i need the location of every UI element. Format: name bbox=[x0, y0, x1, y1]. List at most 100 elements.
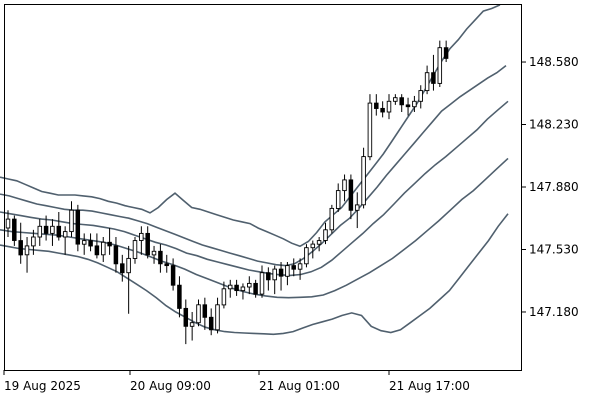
candle-49 bbox=[310, 240, 316, 259]
candle-body-bear bbox=[278, 268, 284, 277]
candle-36 bbox=[227, 279, 233, 298]
candle-body-bear bbox=[164, 263, 169, 267]
candle-48 bbox=[304, 244, 309, 268]
candle-body-bull bbox=[132, 240, 138, 259]
candle-69 bbox=[437, 40, 443, 88]
x-tick-label-2: 20 Aug 09:00 bbox=[130, 379, 211, 393]
y-tick-label-2: 148.230 bbox=[529, 118, 579, 132]
candle-body-bear bbox=[18, 240, 23, 256]
candle-42 bbox=[266, 267, 271, 291]
candle-33 bbox=[208, 308, 214, 336]
candle-body-bull bbox=[247, 282, 252, 288]
candle-body-bear bbox=[405, 104, 411, 108]
candle-54 bbox=[342, 174, 347, 202]
candle-14 bbox=[88, 233, 93, 252]
candle-7 bbox=[43, 215, 49, 241]
y-tick-label-4: 147.530 bbox=[529, 242, 579, 256]
candle-26 bbox=[164, 254, 169, 273]
candle-body-bull bbox=[367, 102, 373, 158]
candle-body-bear bbox=[380, 107, 385, 113]
candle-body-bull bbox=[272, 268, 277, 281]
candle-body-bull bbox=[24, 245, 30, 256]
candle-body-bull bbox=[297, 263, 303, 270]
candle-body-bull bbox=[259, 272, 265, 295]
candle-56 bbox=[354, 192, 360, 229]
candle-64 bbox=[405, 97, 411, 116]
candle-body-bull bbox=[139, 232, 144, 241]
candle-body-bear bbox=[183, 307, 189, 327]
band-line-1 bbox=[0, 4, 501, 248]
candle-body-bull bbox=[189, 322, 195, 327]
candle-body-bull bbox=[285, 265, 290, 277]
candle-body-bear bbox=[94, 245, 100, 256]
candle-11 bbox=[69, 201, 74, 237]
candle-45 bbox=[285, 261, 290, 286]
candle-21 bbox=[132, 236, 138, 264]
candle-body-bull bbox=[304, 247, 309, 265]
candle-body-bull bbox=[240, 286, 246, 292]
candle-40 bbox=[253, 279, 258, 298]
candle-body-bull bbox=[386, 100, 392, 113]
candle-4 bbox=[24, 236, 30, 273]
candle-body-bull bbox=[329, 207, 335, 231]
candle-body-bear bbox=[202, 304, 208, 318]
candle-body-bear bbox=[113, 245, 119, 265]
x-tick-label-4: 21 Aug 17:00 bbox=[389, 379, 470, 393]
candle-body-bull bbox=[69, 209, 74, 233]
candle-5 bbox=[31, 229, 36, 255]
candle-27 bbox=[170, 258, 176, 291]
candle-20 bbox=[126, 245, 131, 314]
candle-body-bull bbox=[361, 156, 366, 206]
candle-12 bbox=[75, 204, 81, 252]
band-line-5 bbox=[0, 213, 509, 336]
x-tick-label-3: 21 Aug 01:00 bbox=[259, 379, 340, 393]
candle-body-bull bbox=[62, 231, 68, 238]
candle-body-bull bbox=[335, 190, 341, 209]
candle-body-bear bbox=[374, 102, 379, 109]
candle-body-bear bbox=[12, 218, 17, 241]
candle-body-bear bbox=[348, 179, 354, 211]
candle-52 bbox=[329, 204, 335, 234]
candle-10 bbox=[62, 226, 68, 255]
candle-body-bear bbox=[170, 265, 176, 286]
candle-70 bbox=[443, 40, 449, 63]
candle-41 bbox=[259, 265, 265, 298]
candle-55 bbox=[348, 174, 354, 220]
candle-body-bear bbox=[158, 250, 163, 265]
candle-body-bear bbox=[234, 284, 239, 292]
candle-body-bear bbox=[443, 47, 449, 59]
candle-body-bear bbox=[399, 97, 404, 106]
candle-body-bear bbox=[208, 316, 214, 331]
candle-46 bbox=[291, 258, 296, 277]
y-axis: 148.580 148.230 147.880 147.530 147.180 bbox=[521, 55, 579, 319]
candle-53 bbox=[335, 183, 341, 212]
candle-65 bbox=[412, 95, 417, 113]
candle-body-bull bbox=[418, 90, 423, 102]
candle-body-bear bbox=[266, 272, 271, 281]
candle-23 bbox=[145, 226, 150, 259]
candle-62 bbox=[393, 94, 398, 105]
candle-body-bear bbox=[177, 284, 182, 309]
candle-body-bear bbox=[75, 209, 81, 245]
y-tick-label-3: 147.880 bbox=[529, 180, 579, 194]
candle-body-bear bbox=[145, 232, 150, 256]
candle-body-bull bbox=[37, 225, 43, 238]
candle-body-bear bbox=[56, 225, 62, 238]
candle-44 bbox=[278, 261, 284, 291]
candle-8 bbox=[50, 219, 55, 246]
candle-63 bbox=[399, 94, 404, 113]
x-axis: 19 Aug 2025 20 Aug 09:00 21 Aug 01:00 21 Au… bbox=[3, 370, 470, 393]
candle-body-bull bbox=[5, 218, 11, 229]
candle-37 bbox=[234, 279, 239, 296]
candle-body-bull bbox=[151, 250, 157, 256]
candle-body-bull bbox=[81, 240, 87, 245]
candle-body-bear bbox=[43, 225, 49, 234]
candle-35 bbox=[221, 281, 227, 309]
candle-body-bear bbox=[431, 72, 436, 84]
candle-34 bbox=[215, 297, 220, 334]
y-tick-label-1: 148.580 bbox=[529, 55, 579, 69]
candle-51 bbox=[323, 222, 328, 245]
candle-body-bull bbox=[412, 100, 417, 108]
